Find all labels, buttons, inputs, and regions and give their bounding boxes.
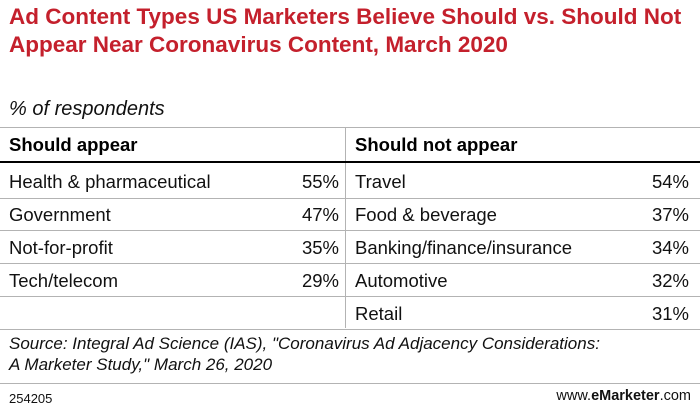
table-cell-label: Banking/finance/insurance [355, 237, 573, 258]
table-cell-value: 32% [651, 270, 689, 291]
table-cell-value: 34% [651, 237, 689, 258]
table-cell-label: Government [9, 204, 111, 225]
table-cell-label: Food & beverage [355, 204, 497, 225]
table-cell-label: Automotive [355, 270, 448, 291]
source-note: Source: Integral Ad Science (IAS), "Coro… [9, 334, 600, 374]
table-cell-label: Travel [355, 171, 406, 192]
row-separator [0, 263, 700, 264]
row-separator [0, 296, 700, 297]
table-cell-label: Health & pharmaceutical [9, 171, 211, 192]
footer-rule [0, 383, 700, 384]
brand-prefix: www. [556, 388, 592, 404]
table-cell-label: Not-for-profit [9, 237, 113, 258]
table-cell-value: 37% [651, 204, 689, 225]
table-cell-value: 55% [301, 171, 339, 192]
table-cell-value: 47% [301, 204, 339, 225]
brand-suffix: .com [659, 388, 691, 404]
chart-title: Ad Content Types US Marketers Believe Sh… [9, 4, 682, 57]
table-cell-value: 54% [651, 171, 689, 192]
column-header-should-appear: Should appear [9, 134, 138, 155]
row-separator [0, 230, 700, 231]
chart-id: 254205 [9, 391, 53, 406]
table-cell-label: Tech/telecom [9, 270, 118, 291]
row-separator [0, 329, 700, 330]
chart-subtitle: % of respondents [9, 98, 165, 120]
table-cell-label: Retail [355, 303, 403, 324]
table-cell-value: 31% [651, 303, 689, 324]
brand-name: eMarketer [591, 388, 660, 404]
column-divider [345, 128, 346, 328]
table-cell-value: 29% [301, 270, 339, 291]
brand-link[interactable]: www.eMarketer.com [556, 388, 691, 404]
column-header-should-not-appear: Should not appear [355, 134, 518, 155]
header-bottom-rule [0, 161, 700, 163]
row-separator [0, 198, 700, 199]
table-cell-value: 35% [301, 237, 339, 258]
header-top-rule [0, 127, 700, 128]
